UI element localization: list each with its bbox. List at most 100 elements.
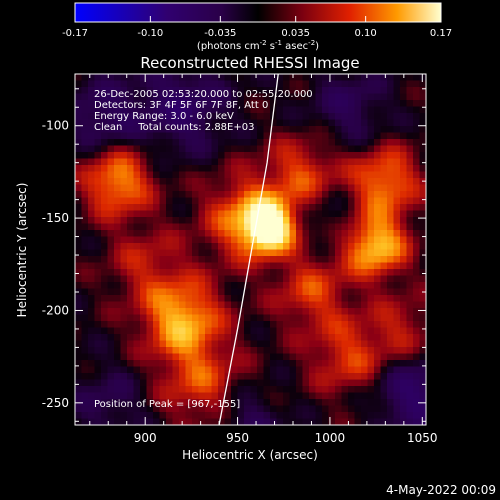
heatmap-cell (413, 236, 421, 244)
heatmap-cell (322, 204, 330, 212)
heatmap-cell (335, 126, 343, 134)
heatmap-cell (107, 418, 115, 425)
heatmap-cell (341, 132, 349, 140)
heatmap-cell (354, 100, 362, 108)
heatmap-cell (224, 334, 232, 342)
heatmap-cell (179, 269, 187, 277)
heatmap-cell (192, 386, 200, 394)
heatmap-cell (140, 197, 148, 205)
heatmap-cell (309, 191, 317, 199)
heatmap-cell (380, 256, 388, 264)
heatmap-cell (237, 314, 245, 322)
heatmap-cell (94, 282, 102, 290)
heatmap-cell (328, 158, 336, 166)
heatmap-cell (263, 379, 271, 387)
heatmap-cell (354, 386, 362, 394)
heatmap-cell (153, 100, 161, 108)
heatmap-cell (263, 74, 271, 82)
heatmap-cell (94, 165, 102, 173)
heatmap-cell (406, 236, 414, 244)
heatmap-cell (250, 379, 258, 387)
heatmap-cell (419, 282, 426, 290)
heatmap-cell (211, 288, 219, 296)
heatmap-cell (81, 392, 89, 400)
heatmap-cell (218, 217, 226, 225)
heatmap-cell (289, 314, 297, 322)
heatmap-cell (205, 243, 213, 251)
heatmap-cell (159, 282, 167, 290)
heatmap-cell (179, 184, 187, 192)
heatmap-cell (270, 204, 278, 212)
heatmap-cell (133, 139, 141, 147)
heatmap-cell (192, 178, 200, 186)
heatmap-cell (361, 321, 369, 329)
heatmap-cell (354, 230, 362, 238)
heatmap-cell (218, 126, 226, 134)
heatmap-cell (380, 249, 388, 257)
heatmap-cell (244, 366, 252, 374)
heatmap-cell (335, 353, 343, 361)
heatmap-cell (244, 321, 252, 329)
heatmap-cell (367, 230, 375, 238)
heatmap-cell (354, 93, 362, 101)
heatmap-cell (354, 347, 362, 355)
heatmap-cell (224, 126, 232, 134)
heatmap-cell (166, 106, 174, 114)
heatmap-cell (146, 262, 154, 270)
heatmap-cell (328, 366, 336, 374)
heatmap-cell (205, 418, 213, 425)
heatmap-cell (374, 113, 382, 121)
heatmap-cell (354, 126, 362, 134)
heatmap-cell (192, 93, 200, 101)
heatmap-cell (400, 184, 408, 192)
heatmap-cell (393, 405, 401, 413)
heatmap-cell (120, 165, 128, 173)
heatmap-cell (185, 80, 193, 88)
heatmap-cell (263, 93, 271, 101)
heatmap-cell (146, 197, 154, 205)
heatmap-cell (257, 262, 265, 270)
heatmap-cell (166, 418, 174, 425)
heatmap-cell (367, 412, 375, 420)
heatmap-cell (283, 288, 291, 296)
heatmap-cell (140, 74, 148, 82)
heatmap-cell (81, 269, 89, 277)
heatmap-cell (153, 353, 161, 361)
heatmap-cell (361, 379, 369, 387)
heatmap-cell (101, 301, 109, 309)
heatmap-cell (257, 236, 265, 244)
heatmap-cell (257, 353, 265, 361)
heatmap-cell (218, 347, 226, 355)
heatmap-cell (120, 158, 128, 166)
heatmap-cell (348, 171, 356, 179)
heatmap-cell (75, 314, 83, 322)
heatmap-cell (179, 301, 187, 309)
heatmap-cell (380, 178, 388, 186)
heatmap-cell (185, 340, 193, 348)
heatmap-cell (257, 100, 265, 108)
heatmap-cell (179, 308, 187, 316)
heatmap-cell (205, 373, 213, 381)
heatmap-cell (237, 139, 245, 147)
heatmap-cell (374, 347, 382, 355)
heatmap-cell (120, 236, 128, 244)
heatmap-cell (283, 269, 291, 277)
heatmap-cell (127, 386, 135, 394)
heatmap-cell (419, 236, 426, 244)
heatmap-cell (88, 334, 96, 342)
heatmap-cell (419, 269, 426, 277)
heatmap-cell (263, 178, 271, 186)
heatmap-cell (380, 113, 388, 121)
heatmap-cell (172, 262, 180, 270)
heatmap-cell (244, 139, 252, 147)
heatmap-cell (166, 334, 174, 342)
heatmap-cell (237, 191, 245, 199)
heatmap-cell (328, 314, 336, 322)
heatmap-cell (348, 347, 356, 355)
heatmap-cell (309, 243, 317, 251)
heatmap-cell (198, 399, 206, 407)
heatmap-cell (114, 126, 122, 134)
heatmap-cell (185, 223, 193, 231)
heatmap-cell (218, 418, 226, 425)
heatmap-cell (166, 80, 174, 88)
